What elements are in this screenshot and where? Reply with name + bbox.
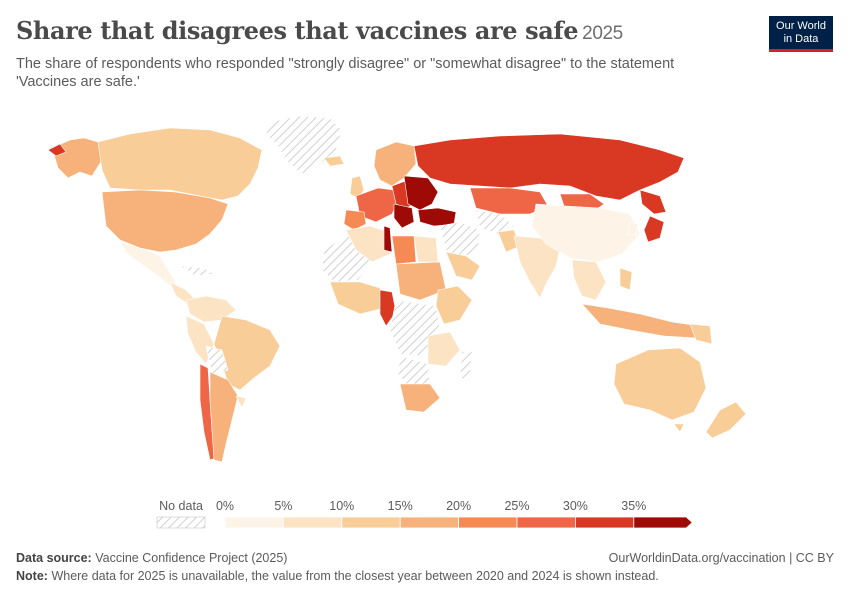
region-greenland[interactable] [265,115,343,175]
chart-header: Share that disagrees that vaccines are s… [16,16,736,91]
region-indonesia[interactable] [581,303,701,339]
region-turkey[interactable] [417,207,457,227]
region-alaska-tip[interactable] [47,143,67,157]
region-alaska[interactable] [51,137,103,179]
legend-bin [516,516,576,529]
footer-source-row: Data source: Vaccine Confidence Project … [16,549,834,567]
legend-bin [574,516,635,529]
region-central-africa[interactable] [389,299,441,357]
legend-tick-label: 20% [446,499,471,513]
legend-bin [633,516,693,529]
region-central-asia-stans[interactable] [475,209,515,235]
region-saudi-arabia[interactable] [445,251,481,281]
region-southeast-asia[interactable] [571,259,607,301]
region-southern-africa-mid[interactable] [427,331,461,367]
legend-tick-label: 10% [329,499,354,513]
region-egypt[interactable] [413,235,439,263]
region-papua[interactable] [689,323,713,345]
region-usa[interactable] [101,189,229,253]
note-label: Note: [16,569,48,583]
source-text: Vaccine Confidence Project (2025) [95,551,288,565]
region-south-africa[interactable] [399,383,441,413]
source-url-link[interactable]: OurWorldinData.org/vaccination | CC BY [608,551,834,565]
region-russia-east[interactable] [639,189,667,215]
legend-color-bins [224,516,693,529]
chart-subtitle: The share of respondents who responded "… [16,56,675,90]
logo-line-2: in Data [783,33,819,45]
region-chad-sudan[interactable] [395,261,447,301]
region-libya[interactable] [391,235,417,265]
region-eastern-europe[interactable] [403,175,439,211]
legend-tick-label: 35% [621,499,646,513]
region-philippines[interactable] [619,267,633,291]
legend-bin [399,516,459,529]
world-map [47,115,747,463]
legend-no-data-swatch [156,516,206,529]
map-legend: No data 0% 5% 10% 15% 20% 25% 30% 35% [156,499,693,529]
legend-no-data-label: No data [159,499,203,513]
region-madagascar[interactable] [459,349,473,381]
note-text: Where data for 2025 is unavailable, the … [51,569,659,583]
legend-tick-label: 25% [504,499,529,513]
legend-tick-labels: 0% 5% 10% 15% 20% 25% 30% 35% [216,499,646,513]
region-cameroon[interactable] [379,289,397,327]
legend-tick-label: 0% [216,499,234,513]
source-label: Data source: [16,551,92,565]
legend-tick-label: 15% [388,499,413,513]
legend-bin [458,516,518,529]
legend-tick-label: 5% [274,499,292,513]
logo-line-1: Our World [776,20,826,32]
region-new-zealand[interactable] [705,401,747,439]
legend-tick-label: 30% [563,499,588,513]
region-namibia-botswana[interactable] [397,355,431,389]
region-tasmania[interactable] [673,423,685,433]
region-morocco-algeria[interactable] [345,225,391,263]
year-label: 2025 [582,23,623,44]
region-west-africa[interactable] [329,281,385,315]
region-east-africa[interactable] [435,285,473,325]
legend-bin [224,516,284,529]
region-iceland[interactable] [323,155,345,167]
region-bolivia[interactable] [205,345,229,375]
region-caribbean[interactable] [179,265,215,277]
legend-bin [282,516,343,529]
region-canada[interactable] [97,127,263,201]
region-russia[interactable] [413,133,685,201]
chart-title: Share that disagrees that vaccines are s… [16,16,736,49]
region-middle-east[interactable] [439,221,481,259]
title-text: Share that disagrees that vaccines are s… [16,16,579,45]
region-iberia[interactable] [343,209,367,231]
region-balkans[interactable] [393,203,415,229]
owid-logo[interactable]: Our World in Data [769,16,833,52]
region-japan[interactable] [643,215,665,243]
region-colombia-venezuela[interactable] [185,295,237,323]
legend-bin [341,516,401,529]
region-uruguay[interactable] [235,395,247,409]
region-korea[interactable] [627,221,639,237]
region-australia[interactable] [613,347,707,421]
chart-footer: Data source: Vaccine Confidence Project … [16,549,834,585]
region-argentina[interactable] [209,371,239,463]
region-tunisia[interactable] [383,225,393,253]
region-china[interactable] [531,203,641,263]
footer-note-row: Note: Where data for 2025 is unavailable… [16,567,834,585]
